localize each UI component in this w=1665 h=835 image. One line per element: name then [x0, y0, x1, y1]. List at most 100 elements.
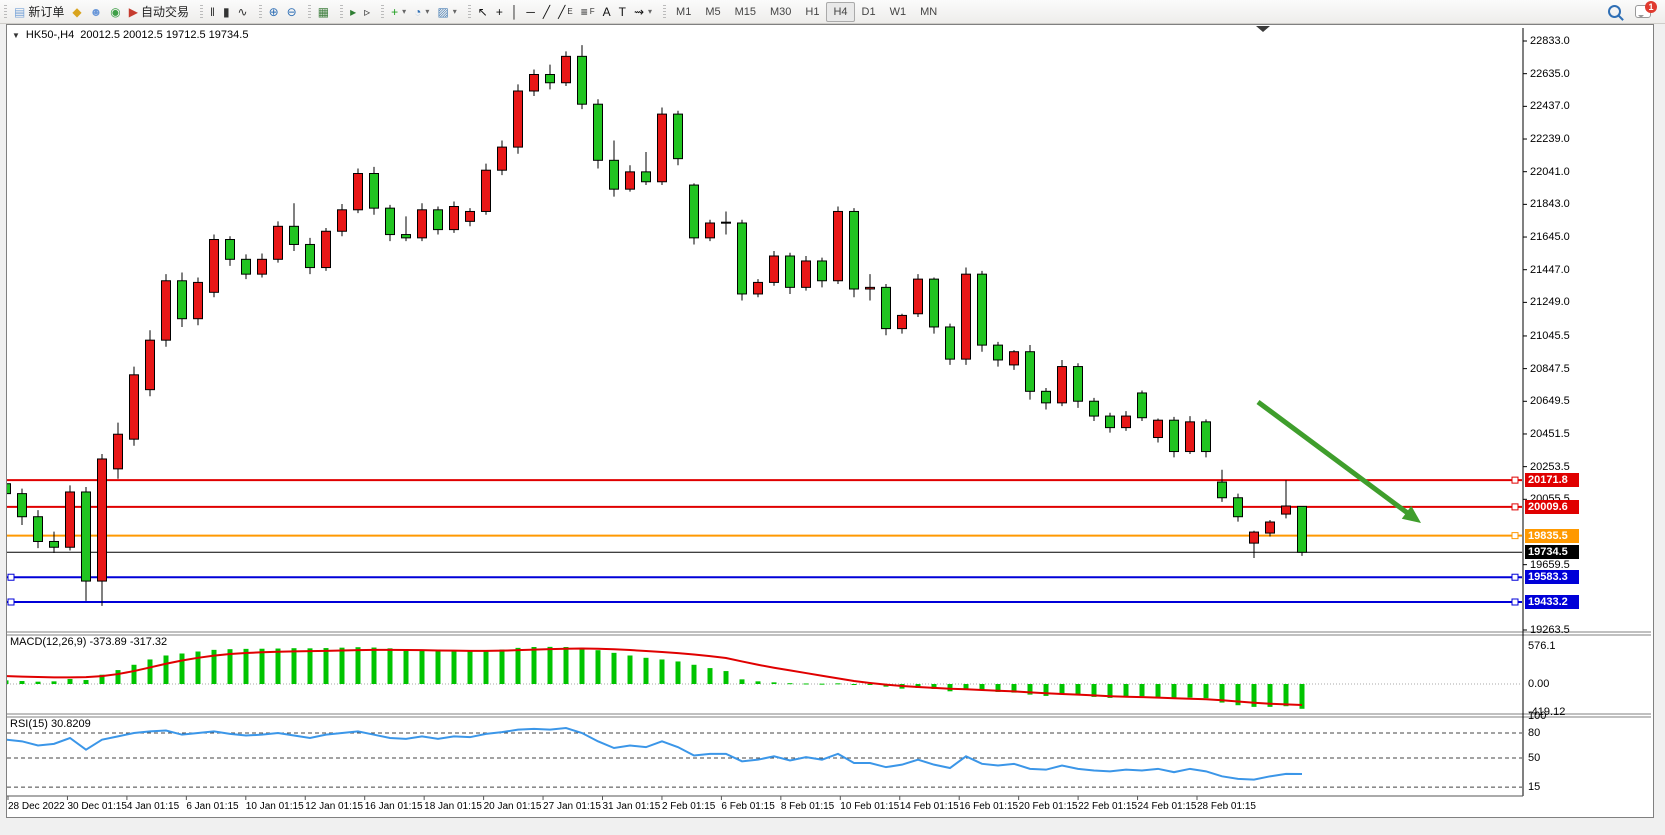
line-handle-right[interactable] — [1511, 476, 1519, 484]
new-order-button[interactable]: ▤ 新订单 — [10, 3, 68, 21]
channel-tool[interactable]: ╱ E — [554, 3, 577, 21]
trend-arrow[interactable] — [1256, 399, 1415, 520]
macd-histogram-bar — [931, 684, 937, 689]
tile-windows-icon: ▦ — [317, 4, 330, 19]
templates-dropdown[interactable]: ▨ ▾ — [433, 3, 460, 21]
timeframe-h4-button[interactable]: H4 — [826, 1, 855, 22]
bull-candle-body — [129, 374, 139, 440]
macd-histogram-bar — [739, 679, 745, 684]
chevron-down-icon: ▾ — [452, 7, 457, 16]
vertical-line-tool[interactable]: │ — [507, 3, 523, 21]
bull-candle-body — [801, 260, 811, 288]
candlestick — [209, 234, 219, 298]
bear-candle-body — [33, 516, 43, 542]
fibonacci-tool[interactable]: ≡ F — [577, 3, 599, 21]
zoom-in-button[interactable]: ⊕ — [265, 3, 283, 21]
macd-histogram-bar — [1171, 684, 1177, 699]
candlestick-chart-button[interactable]: ▮ — [219, 3, 234, 21]
timeframe-mn-button[interactable]: MN — [920, 5, 938, 18]
rsi-pane[interactable] — [6, 726, 1522, 788]
chart-shift-button[interactable]: ▹ — [360, 3, 374, 21]
timeframe-m15-button[interactable]: M15 — [734, 5, 757, 18]
bull-candle-body — [865, 286, 875, 290]
label-tool[interactable]: T — [615, 3, 630, 21]
bear-candle-body — [849, 210, 859, 290]
bull-candle-body — [721, 221, 731, 224]
bull-candle-body — [449, 206, 459, 231]
macd-histogram-bar — [67, 679, 73, 684]
notification-badge: 1 — [1645, 1, 1657, 13]
bull-candle-body — [913, 278, 923, 315]
line-handle-right[interactable] — [1511, 573, 1519, 581]
macd-histogram-bar — [563, 647, 569, 684]
periods-dropdown[interactable]: ◔ ▾ — [410, 3, 433, 21]
arrows-dropdown[interactable]: ⇝ ▾ — [630, 3, 656, 21]
timeframe-h1-button[interactable]: H1 — [805, 5, 820, 18]
trendline-tool[interactable]: ╱ — [539, 3, 554, 21]
macd-histogram-bar — [1075, 684, 1081, 696]
candlestick — [1073, 363, 1083, 408]
indicators-dropdown[interactable]: + ▾ — [387, 3, 410, 21]
timeframe-m5-button[interactable]: M5 — [705, 5, 721, 18]
funds-button[interactable]: ◆ — [68, 3, 85, 21]
bear-candle-body — [993, 344, 1003, 361]
signals-button[interactable]: ◉ — [106, 3, 124, 21]
signal-icon: ◉ — [110, 4, 121, 19]
notifications-icon[interactable]: 1 — [1635, 1, 1657, 18]
macd-histogram-bar — [483, 650, 489, 684]
bear-candle-body — [81, 491, 91, 582]
timeframe-w1-button[interactable]: W1 — [889, 5, 907, 18]
candlestick — [1089, 397, 1099, 422]
price-pane[interactable] — [2, 45, 1523, 606]
macd-histogram-bar — [595, 650, 601, 684]
line-handle-right[interactable] — [1511, 503, 1519, 511]
candlestick — [321, 227, 331, 271]
auto-scroll-icon: ▸ — [350, 4, 357, 19]
toolbar-grip — [307, 4, 311, 19]
line-handle-left[interactable] — [7, 598, 15, 606]
autotrade-button[interactable]: ▶ 自动交易 — [125, 3, 193, 21]
macd-histogram-bar — [1123, 684, 1129, 697]
candlestick — [529, 69, 539, 96]
timeframe-m1-button[interactable]: M1 — [676, 5, 692, 18]
tile-windows-button[interactable]: ▦ — [314, 3, 333, 21]
timeframe-m30-button[interactable]: M30 — [770, 5, 792, 18]
timeframe-d1-button[interactable]: D1 — [861, 5, 876, 18]
chart-window[interactable] — [6, 24, 1654, 818]
symbol-ohlc-label[interactable]: ▼ HK50-,H4 20012.5 20012.5 19712.5 19734… — [12, 29, 248, 41]
community-button[interactable]: ☻ — [86, 3, 107, 21]
line-handle-left[interactable] — [7, 573, 15, 581]
zoom-out-button[interactable]: ⊖ — [283, 3, 301, 21]
bear-candle-body — [1025, 351, 1035, 392]
candlestick — [401, 216, 411, 242]
candlestick — [833, 206, 843, 285]
macd-histogram-bar — [675, 661, 681, 684]
macd-histogram-bar — [275, 648, 281, 684]
bull-candle-body — [353, 173, 363, 211]
auto-scroll-button[interactable]: ▸ — [346, 3, 360, 21]
candlestick — [481, 163, 491, 215]
bar-chart-button[interactable]: ‖ — [206, 3, 219, 21]
arrows-icon: ⇝ — [633, 4, 645, 19]
macd-pane[interactable] — [4, 646, 1523, 709]
crosshair-tool[interactable]: + — [492, 3, 507, 21]
macd-histogram-bar — [947, 684, 953, 692]
text-tool[interactable]: A — [599, 3, 615, 21]
collapse-arrow-icon[interactable]: ▼ — [12, 30, 20, 40]
search-icon[interactable] — [1608, 5, 1621, 18]
line-handle-right[interactable] — [1511, 532, 1519, 540]
bull-candle-body — [161, 280, 171, 341]
line-chart-button[interactable]: ∿ — [234, 3, 252, 21]
bull-candle-body — [897, 314, 907, 330]
macd-histogram-bar — [19, 681, 25, 684]
chart-shift-marker[interactable] — [1256, 26, 1270, 32]
text-label-icon: T — [618, 4, 626, 19]
bear-candle-body — [577, 55, 587, 105]
line-handle-right[interactable] — [1511, 598, 1519, 606]
horizontal-line-tool[interactable]: ─ — [522, 3, 539, 21]
cursor-tool[interactable]: ↖ — [474, 3, 492, 21]
macd-histogram-bar — [179, 653, 185, 684]
macd-histogram-bar — [835, 683, 841, 685]
candlestick — [33, 510, 43, 549]
